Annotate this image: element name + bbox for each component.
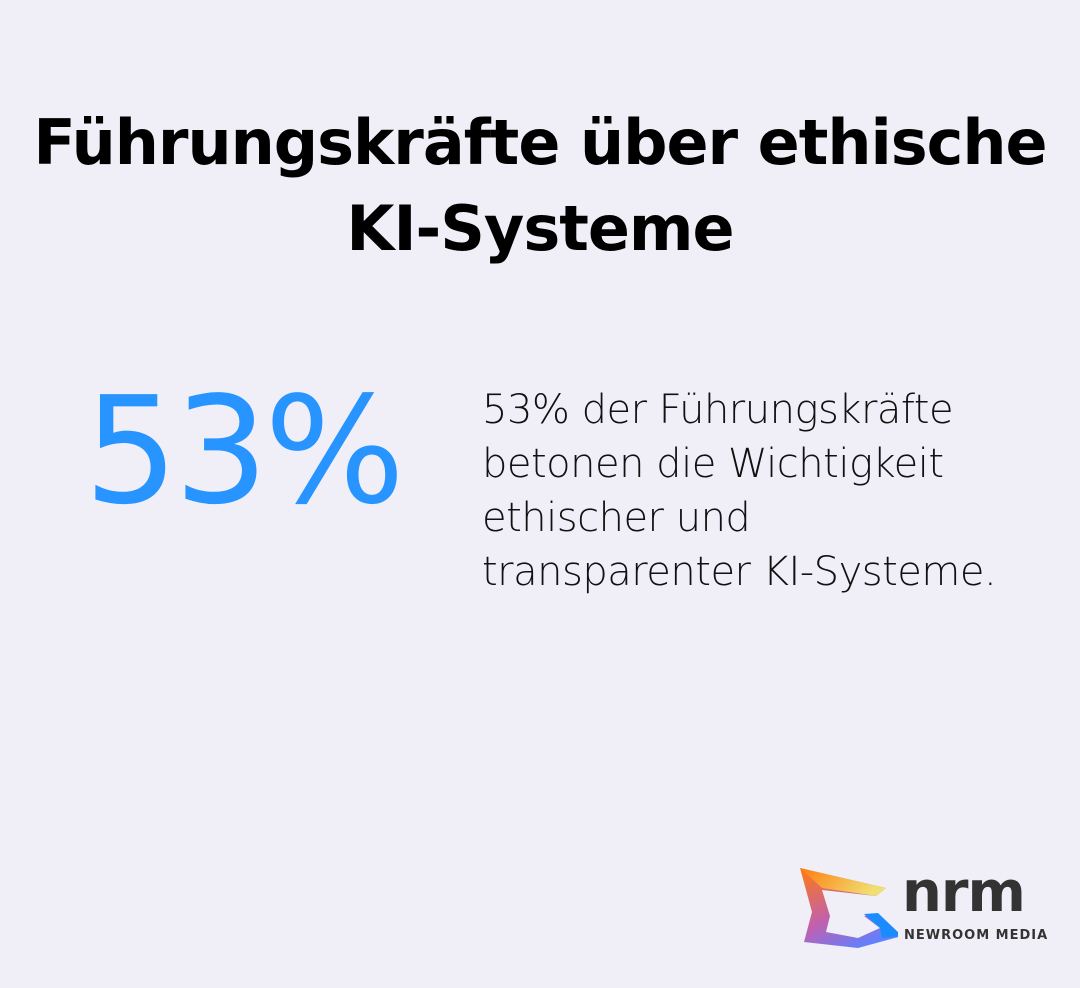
stat-value: 53% xyxy=(84,365,405,537)
brand-logo: nrm NEWROOM MEDIA xyxy=(798,860,1049,950)
stat-description: 53% der Führungskräfte betonen die Wicht… xyxy=(482,387,997,595)
logo-wordmark: nrm xyxy=(902,860,1026,925)
logo-tagline: NEWROOM MEDIA xyxy=(904,928,1049,943)
logo-mark-icon xyxy=(800,868,898,948)
page-title: Führungskräfte über ethische KI-Systeme xyxy=(33,106,1047,265)
